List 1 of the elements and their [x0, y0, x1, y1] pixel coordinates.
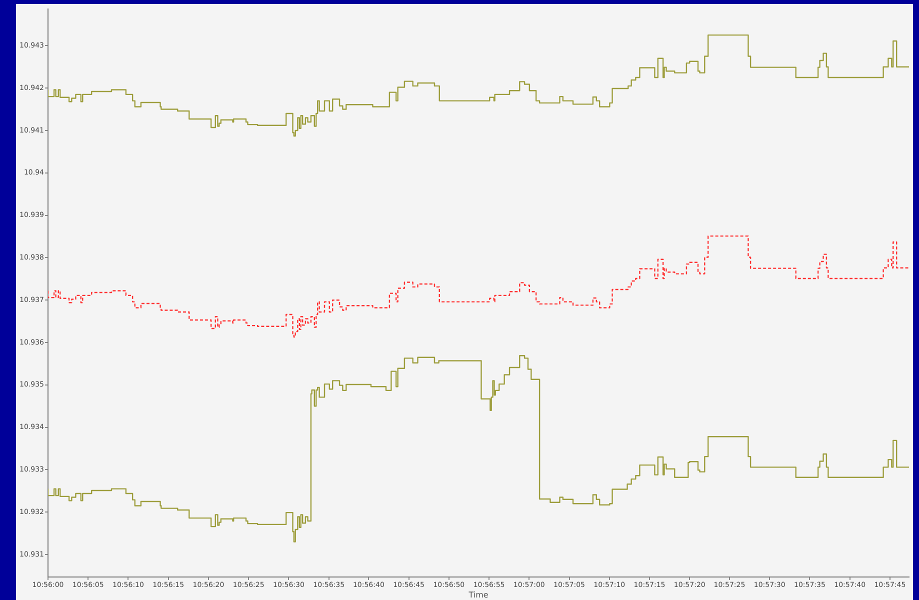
x-axis-title: Time	[468, 590, 488, 600]
